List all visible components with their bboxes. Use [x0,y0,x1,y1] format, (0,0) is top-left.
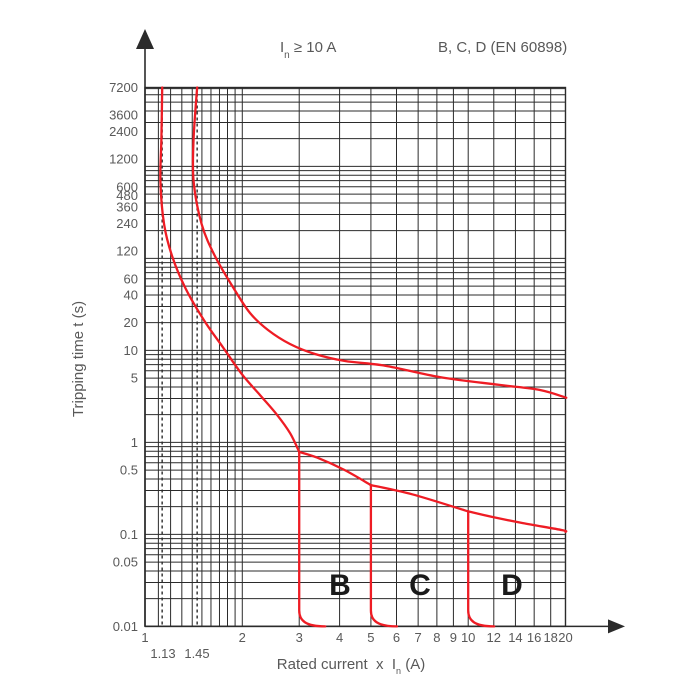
svg-text:2: 2 [239,630,246,645]
svg-text:In ≥ 10 A: In ≥ 10 A [280,39,336,61]
svg-text:0.05: 0.05 [113,555,138,570]
svg-text:3600: 3600 [109,108,138,123]
svg-text:9: 9 [450,630,457,645]
svg-text:20: 20 [558,630,572,645]
svg-text:0.5: 0.5 [120,463,138,478]
svg-text:40: 40 [124,287,138,302]
svg-text:360: 360 [116,200,138,215]
svg-text:10: 10 [461,630,475,645]
svg-text:0.1: 0.1 [120,527,138,542]
svg-text:120: 120 [116,244,138,259]
svg-text:7200: 7200 [109,80,138,95]
svg-text:1: 1 [131,435,138,450]
svg-text:0.01: 0.01 [113,619,138,634]
svg-text:18: 18 [543,630,557,645]
svg-text:60: 60 [124,271,138,286]
svg-text:D: D [501,569,523,602]
svg-text:5: 5 [367,630,374,645]
svg-text:Tripping time t (s): Tripping time t (s) [70,301,87,417]
svg-text:7: 7 [415,630,422,645]
svg-text:1: 1 [141,630,148,645]
svg-text:10: 10 [124,343,138,358]
svg-text:Rated current x In (A): Rated current x In (A) [277,656,425,676]
svg-text:3: 3 [296,630,303,645]
svg-text:8: 8 [433,630,440,645]
svg-text:2400: 2400 [109,124,138,139]
svg-text:B: B [329,569,351,602]
svg-text:14: 14 [508,630,522,645]
svg-text:6: 6 [393,630,400,645]
svg-text:C: C [409,569,431,602]
svg-text:B, C, D (EN 60898): B, C, D (EN 60898) [438,39,567,56]
svg-text:4: 4 [336,630,343,645]
svg-text:240: 240 [116,216,138,231]
svg-text:5: 5 [131,371,138,386]
svg-text:12: 12 [487,630,501,645]
svg-text:20: 20 [124,315,138,330]
svg-text:1.45: 1.45 [184,646,209,661]
svg-text:1200: 1200 [109,152,138,167]
svg-text:16: 16 [527,630,541,645]
svg-text:1.13: 1.13 [150,646,175,661]
